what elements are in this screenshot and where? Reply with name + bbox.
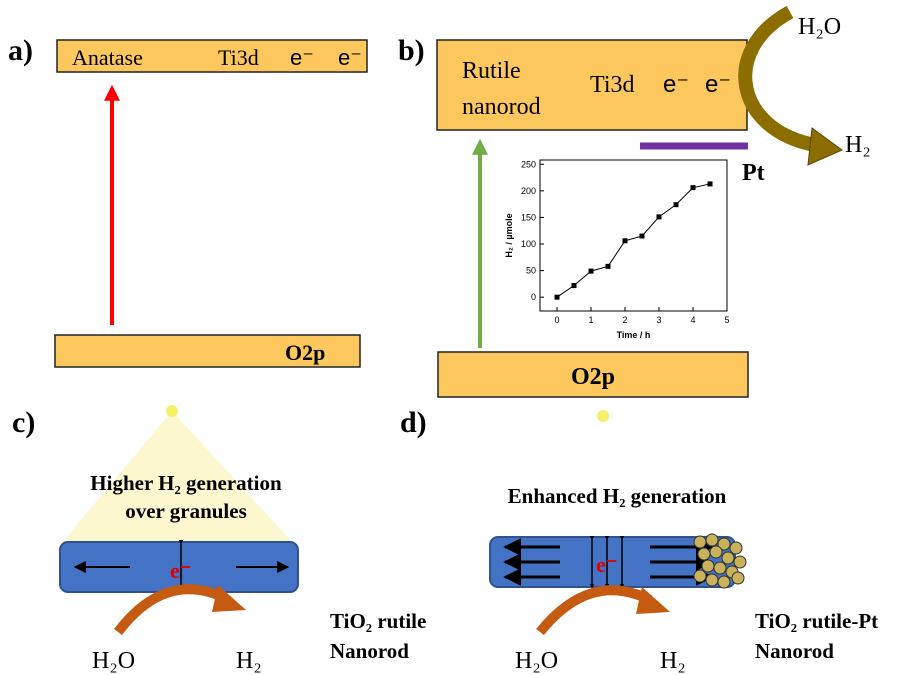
band-name: nanorod bbox=[462, 94, 541, 120]
electron: e⁻ bbox=[663, 71, 689, 98]
reactant: H₂O bbox=[92, 648, 135, 674]
figure: a) Anatase Ti3d e⁻ e⁻ O2p b) Rutile nano… bbox=[0, 0, 908, 675]
panel-d: d) Enhanced H₂ generation e⁻ H₂O H₂ TiO₂… bbox=[400, 406, 878, 674]
band-level: O2p bbox=[285, 340, 325, 365]
data-point bbox=[708, 181, 713, 186]
material: Nanorod bbox=[330, 639, 409, 663]
band-level: Ti3d bbox=[590, 72, 634, 98]
reaction-arrow bbox=[118, 589, 225, 632]
data-point bbox=[691, 185, 696, 190]
y-axis-label: H₂ / µmole bbox=[504, 213, 514, 257]
caption: over granules bbox=[125, 499, 247, 523]
y-tick-label: 100 bbox=[521, 239, 536, 249]
product: H₂ bbox=[845, 132, 871, 158]
data-point bbox=[657, 214, 662, 219]
x-tick-label: 0 bbox=[554, 315, 559, 325]
electron: e⁻ bbox=[290, 45, 314, 70]
panel-label: a) bbox=[8, 34, 33, 67]
light-source bbox=[597, 410, 609, 422]
x-axis-label: Time / h bbox=[617, 330, 651, 340]
reaction-arrowhead bbox=[808, 128, 842, 165]
y-tick-label: 250 bbox=[521, 159, 536, 169]
electron: e⁻ bbox=[705, 71, 731, 98]
y-tick-label: 150 bbox=[521, 212, 536, 222]
data-point bbox=[589, 269, 594, 274]
electron: e⁻ bbox=[338, 45, 362, 70]
product: H₂ bbox=[660, 648, 686, 674]
material: TiO₂ rutile bbox=[330, 609, 426, 633]
material: TiO₂ rutile-Pt bbox=[755, 609, 878, 633]
data-point bbox=[606, 264, 611, 269]
product: H₂ bbox=[236, 648, 262, 674]
electron: e⁻ bbox=[170, 558, 191, 583]
panel-label: d) bbox=[400, 406, 427, 439]
panel-a: a) Anatase Ti3d e⁻ e⁻ O2p bbox=[8, 34, 367, 367]
x-tick-label: 4 bbox=[690, 315, 695, 325]
data-point bbox=[674, 202, 679, 207]
y-tick-label: 50 bbox=[526, 266, 536, 276]
cocatalyst: Pt bbox=[742, 160, 765, 186]
band-name: Rutile bbox=[462, 58, 521, 84]
light-source bbox=[166, 405, 178, 417]
x-tick-label: 2 bbox=[622, 315, 627, 325]
panel-label: c) bbox=[12, 406, 35, 439]
panel-b: b) Rutile nanorod Ti3d e⁻ e⁻ Pt H₂O H₂ O… bbox=[398, 12, 871, 422]
band-level: O2p bbox=[571, 364, 615, 390]
reaction-arrow bbox=[540, 590, 650, 632]
band-name: Anatase bbox=[72, 45, 143, 70]
reactant: H₂O bbox=[515, 648, 558, 674]
x-tick-label: 3 bbox=[656, 315, 661, 325]
y-tick-label: 200 bbox=[521, 186, 536, 196]
data-point bbox=[640, 234, 645, 239]
caption: Higher H₂ generation bbox=[90, 471, 282, 495]
x-tick-label: 1 bbox=[588, 315, 593, 325]
material: Nanorod bbox=[755, 639, 834, 663]
band-level: Ti3d bbox=[218, 45, 259, 70]
data-point bbox=[555, 295, 560, 300]
caption: Enhanced H₂ generation bbox=[508, 484, 727, 508]
panel-label: b) bbox=[398, 34, 425, 67]
data-point bbox=[572, 283, 577, 288]
electron: e⁻ bbox=[596, 552, 617, 577]
panel-c: c) Higher H₂ generation over granules e⁻… bbox=[12, 405, 426, 674]
data-point bbox=[623, 238, 628, 243]
x-tick-label: 5 bbox=[724, 315, 729, 325]
y-tick-label: 0 bbox=[531, 292, 536, 302]
reactant: H₂O bbox=[798, 14, 841, 40]
